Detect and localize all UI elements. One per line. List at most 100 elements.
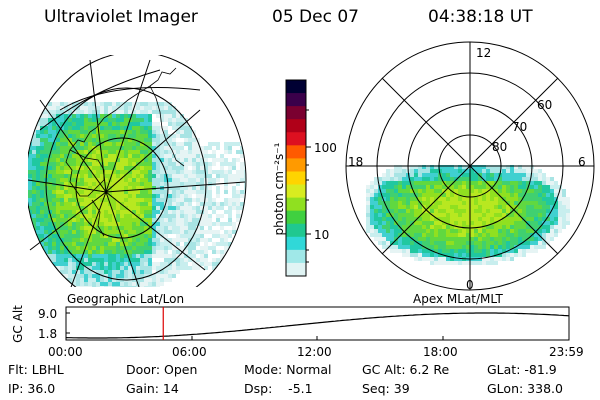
apex-pixel (402, 237, 406, 241)
geo-pixel (128, 242, 132, 246)
geo-pixel (100, 170, 104, 174)
geo-pixel (148, 178, 152, 182)
geo-pixel (164, 162, 168, 166)
geo-pixel (32, 146, 36, 150)
geo-pixel (100, 182, 104, 186)
apex-pixel (450, 165, 454, 169)
geo-pixel (76, 118, 80, 122)
geo-pixel (184, 258, 188, 262)
geo-pixel (168, 202, 172, 206)
geo-pixel (144, 174, 148, 178)
geo-pixel (160, 174, 164, 178)
apex-pixel (366, 197, 370, 201)
apex-pixel (382, 245, 386, 249)
apex-pixel (518, 181, 522, 185)
geo-pixel (112, 250, 116, 254)
geo-pixel (184, 150, 188, 154)
apex-pixel (370, 205, 374, 209)
geo-pixel (84, 186, 88, 190)
apex-pixel (390, 169, 394, 173)
geo-pixel (56, 130, 60, 134)
geo-pixel (148, 202, 152, 206)
apex-pixel (562, 205, 566, 209)
geo-pixel (132, 102, 136, 106)
apex-pixel (398, 197, 402, 201)
apex-pixel (518, 169, 522, 173)
apex-pixel (522, 217, 526, 221)
apex-pixel (466, 173, 470, 177)
apex-pixel (486, 217, 490, 221)
apex-pixel (566, 205, 570, 209)
geo-pixel (116, 178, 120, 182)
geo-pixel (120, 114, 124, 118)
geo-pixel (96, 146, 100, 150)
geo-pixel (120, 118, 124, 122)
apex-pixel (454, 165, 458, 169)
geo-pixel (180, 254, 184, 258)
geo-pixel (56, 222, 60, 226)
apex-pixel (530, 221, 534, 225)
apex-pixel (390, 233, 394, 237)
geo-pixel (132, 142, 136, 146)
geo-pixel (132, 190, 136, 194)
geo-pixel (228, 210, 232, 214)
geo-pixel (112, 130, 116, 134)
geo-pixel (104, 246, 108, 250)
apex-pixel (438, 225, 442, 229)
geo-pixel (196, 234, 200, 238)
apex-pixel (514, 173, 518, 177)
geo-pixel (200, 154, 204, 158)
apex-pixel (438, 229, 442, 233)
geo-pixel (140, 286, 144, 287)
apex-pixel (442, 213, 446, 217)
apex-pixel (506, 177, 510, 181)
geo-pixel (172, 198, 176, 202)
apex-pixel (426, 225, 430, 229)
apex-pixel (510, 197, 514, 201)
geo-pixel (92, 194, 96, 198)
apex-pixel (434, 169, 438, 173)
apex-pixel (522, 181, 526, 185)
apex-pixel (542, 225, 546, 229)
apex-pixel (562, 189, 566, 193)
apex-pixel (526, 169, 530, 173)
geo-pixel (112, 274, 116, 278)
apex-pixel (466, 261, 470, 265)
mlt-label-18: 18 (348, 155, 364, 169)
geo-pixel (180, 134, 184, 138)
geo-pixel (172, 106, 176, 110)
apex-pixel (426, 169, 430, 173)
geo-pixel (56, 138, 60, 142)
apex-pixel (442, 201, 446, 205)
geo-pixel (156, 250, 160, 254)
geo-pixel (68, 170, 72, 174)
geo-pixel (184, 226, 188, 230)
geo-pixel (88, 122, 92, 126)
apex-pixel (566, 213, 570, 217)
geo-pixel (140, 246, 144, 250)
geo-pixel (156, 278, 160, 282)
apex-pixel (486, 197, 490, 201)
apex-pixel (526, 181, 530, 185)
apex-pixel (410, 185, 414, 189)
apex-pixel (526, 217, 530, 221)
geo-pixel (88, 198, 92, 202)
geo-pixel (96, 118, 100, 122)
apex-pixel (438, 197, 442, 201)
geo-pixel (72, 262, 76, 266)
apex-pixel (490, 173, 494, 177)
apex-pixel (530, 237, 534, 241)
apex-pixel (494, 245, 498, 249)
geo-pixel (176, 262, 180, 266)
apex-pixel (382, 189, 386, 193)
apex-pixel (406, 229, 410, 233)
geo-pixel (40, 170, 44, 174)
geo-pixel (108, 174, 112, 178)
apex-pixel (526, 209, 530, 213)
geo-pixel (44, 222, 48, 226)
apex-pixel (406, 185, 410, 189)
geo-pixel (124, 118, 128, 122)
geo-pixel (32, 150, 36, 154)
apex-pixel (458, 229, 462, 233)
geo-pixel (84, 114, 88, 118)
